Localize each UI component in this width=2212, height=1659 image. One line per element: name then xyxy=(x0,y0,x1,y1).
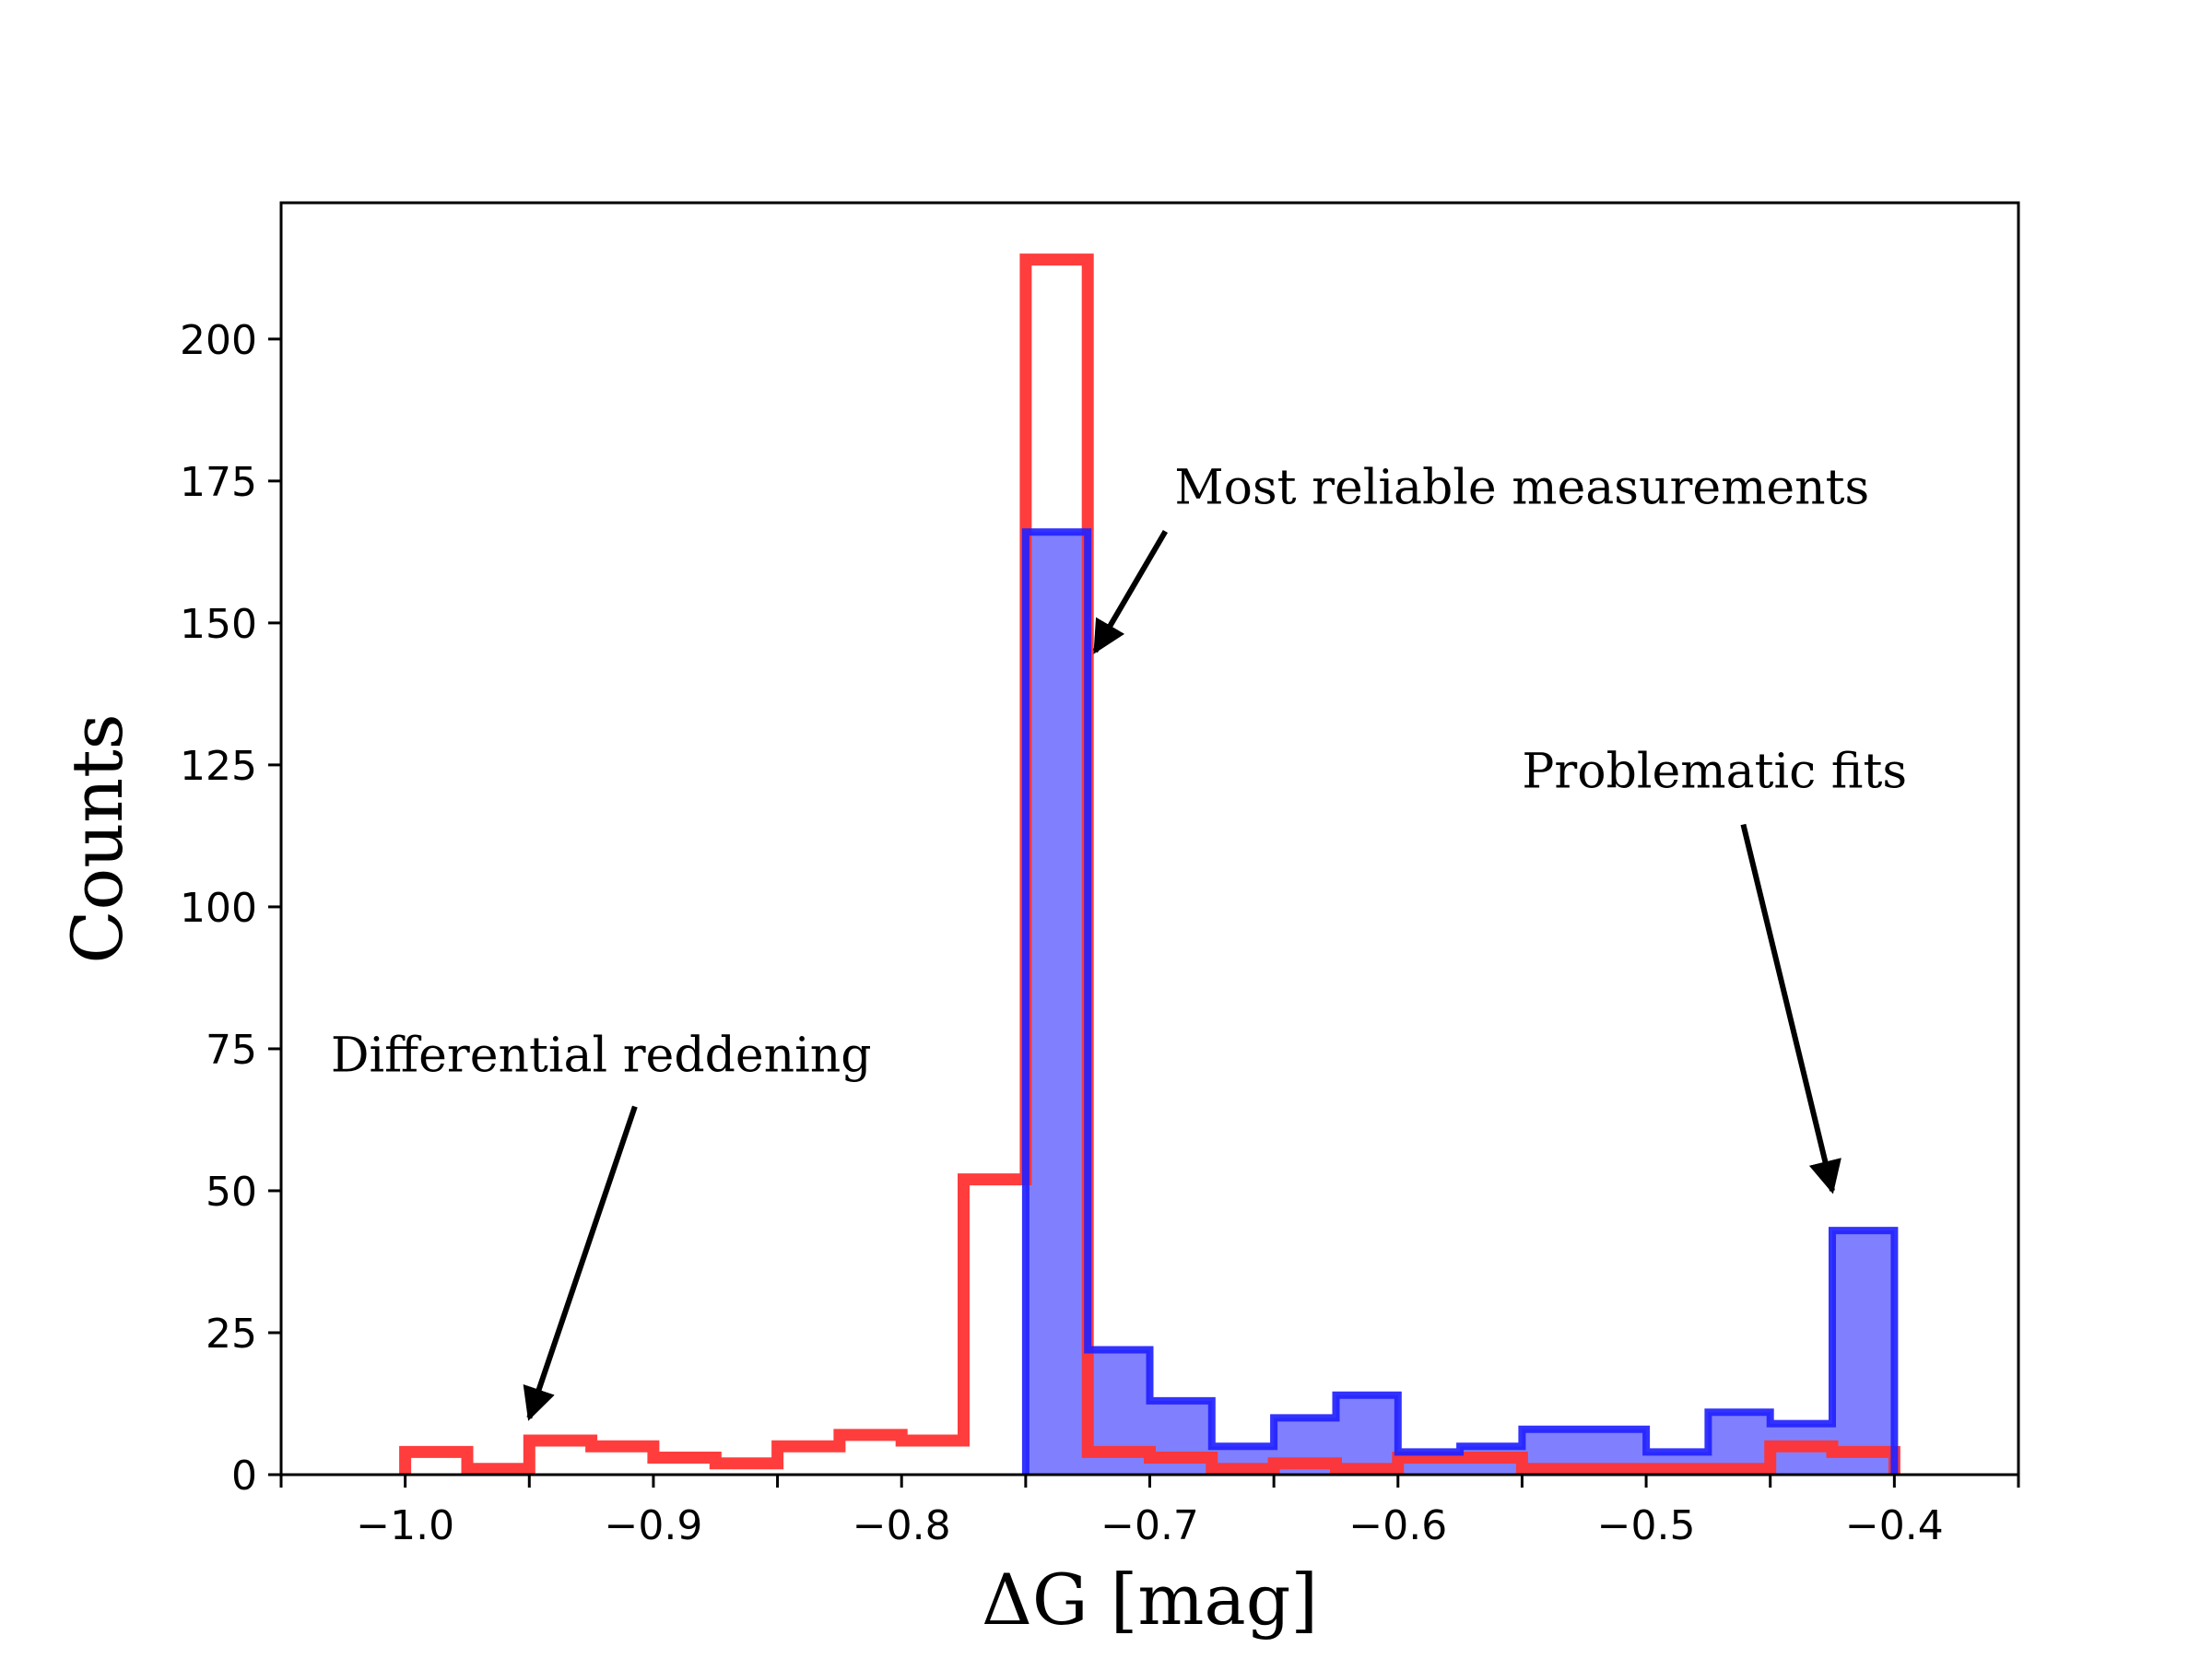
blue-histogram-fill xyxy=(1025,532,1895,1475)
red-bin xyxy=(1771,1446,1832,1475)
axis-ticks: −1.0 −0.9 −0.8 −0.7 −0.6 −0.5 −0.4 0 25 50 75 100 12… xyxy=(180,317,2020,1549)
red-bin xyxy=(901,1441,963,1475)
y-tick-label: 50 xyxy=(206,1169,257,1216)
y-tick-label: 75 xyxy=(206,1027,257,1074)
blue-bin xyxy=(1335,1395,1397,1475)
y-tick-label: 100 xyxy=(180,885,257,932)
annotation-arrow xyxy=(1092,530,1169,654)
red-bin xyxy=(1460,1458,1522,1475)
y-tick-label: 125 xyxy=(180,743,257,790)
red-bin xyxy=(1150,1458,1212,1475)
red-bin xyxy=(840,1435,901,1475)
blue-histogram-outline xyxy=(1021,528,1899,1475)
red-bin xyxy=(406,1452,467,1475)
red-bin xyxy=(778,1446,840,1475)
plot-area xyxy=(399,253,1900,1476)
red-bin xyxy=(592,1446,653,1475)
red-bin xyxy=(653,1458,715,1475)
red-bin xyxy=(1026,260,1088,1475)
blue-bin xyxy=(1708,1412,1770,1475)
red-bin xyxy=(1398,1458,1460,1475)
annotations: Most reliable measurements Problematic fi… xyxy=(331,461,1907,1421)
y-tick-label: 200 xyxy=(180,317,257,364)
red-bin xyxy=(1088,1452,1149,1475)
x-tick-label: −0.9 xyxy=(605,1502,703,1549)
red-bin xyxy=(964,1180,1026,1475)
x-tick-label: −0.4 xyxy=(1845,1502,1944,1549)
blue-bin xyxy=(1522,1430,1583,1475)
axes-frame xyxy=(279,201,2020,1477)
x-tick-label: −0.6 xyxy=(1348,1502,1447,1549)
blue-bin xyxy=(1584,1430,1646,1475)
y-tick-label: 150 xyxy=(180,601,257,648)
red-bin xyxy=(1832,1452,1894,1475)
y-axis-label: Counts xyxy=(56,713,138,963)
x-tick-label: −0.8 xyxy=(853,1502,951,1549)
red-histogram-outline xyxy=(399,253,1900,1476)
y-tick-label: 0 xyxy=(231,1453,257,1500)
x-tick-label: −0.7 xyxy=(1100,1502,1199,1549)
red-bin xyxy=(1274,1464,1335,1475)
annotation-text: Differential reddening xyxy=(331,1029,872,1084)
y-tick-label: 175 xyxy=(180,459,257,506)
annotation-arrow xyxy=(523,1105,638,1421)
red-bin xyxy=(529,1441,591,1475)
red-bin xyxy=(715,1464,777,1475)
annotation-text: Most reliable measurements xyxy=(1174,461,1869,516)
x-tick-label: −1.0 xyxy=(356,1502,454,1549)
annotation-arrow xyxy=(1740,823,1841,1194)
blue-bin xyxy=(1832,1230,1894,1475)
x-axis-label: ΔG [mag] xyxy=(982,1559,1318,1641)
x-tick-label: −0.5 xyxy=(1597,1502,1696,1549)
annotation-text: Problematic fits xyxy=(1522,745,1907,800)
y-tick-label: 25 xyxy=(206,1311,257,1358)
